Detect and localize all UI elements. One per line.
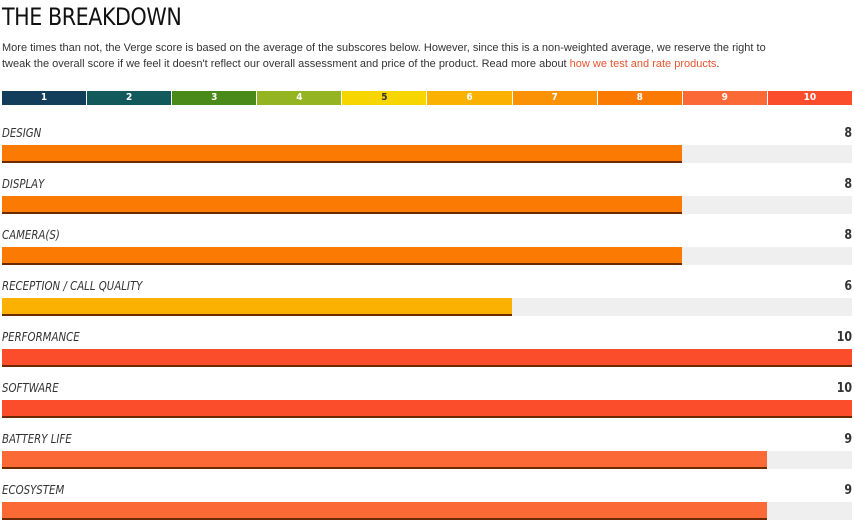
how-we-rate-link[interactable]: how we test and rate products — [569, 58, 717, 70]
subscore-bar-track — [2, 349, 852, 367]
subscore-bar-fill — [2, 247, 682, 265]
subscore-value: 9 — [844, 483, 852, 498]
subscore-value: 8 — [844, 126, 852, 141]
scale-cell-9: 9 — [682, 91, 768, 105]
subscore-row: BATTERY LIFE 9 — [2, 430, 852, 481]
scale-cell-10: 10 — [767, 91, 852, 105]
subscore-row: ECOSYSTEM 9 — [2, 481, 852, 532]
description-trailing: . — [716, 58, 720, 70]
subscore-bar-track — [2, 247, 852, 265]
subscore-row: DISPLAY 8 — [2, 175, 852, 226]
subscore-label: DESIGN — [2, 126, 42, 140]
subscore-bar-track — [2, 400, 852, 418]
subscore-bar-fill — [2, 298, 512, 316]
subscore-bar-fill — [2, 196, 682, 214]
description-text: More times than not, the Verge score is … — [2, 42, 766, 70]
subscore-bar-fill — [2, 400, 852, 418]
score-scale-legend: 1 2 3 4 5 6 7 8 9 10 — [2, 91, 852, 105]
subscore-bar-fill — [2, 451, 767, 469]
subscore-bar-fill — [2, 349, 852, 367]
subscore-bar-track — [2, 196, 852, 214]
subscore-value: 8 — [844, 177, 852, 192]
scale-cell-1: 1 — [2, 91, 88, 105]
subscore-list: DESIGN 8 DISPLAY 8 CAMERA(S) 8 RECEPTION / CAL… — [2, 124, 852, 532]
section-title: THE BREAKDOWN — [2, 3, 182, 31]
scale-cell-4: 4 — [257, 91, 343, 105]
scale-cell-3: 3 — [172, 91, 258, 105]
subscore-row: SOFTWARE 10 — [2, 379, 852, 430]
scale-cell-2: 2 — [87, 91, 173, 105]
subscore-bar-fill — [2, 502, 767, 520]
subscore-label: ECOSYSTEM — [2, 483, 65, 497]
scale-cell-8: 8 — [597, 91, 683, 105]
subscore-value: 8 — [844, 228, 852, 243]
section-description: More times than not, the Verge score is … — [2, 40, 782, 72]
scale-cell-7: 7 — [512, 91, 598, 105]
subscore-bar-track — [2, 145, 852, 163]
subscore-label: BATTERY LIFE — [2, 432, 72, 446]
subscore-row: PERFORMANCE 10 — [2, 328, 852, 379]
subscore-label: PERFORMANCE — [2, 330, 80, 344]
scale-cell-5: 5 — [342, 91, 428, 105]
subscore-label: RECEPTION / CALL QUALITY — [2, 279, 143, 293]
subscore-bar-fill — [2, 145, 682, 163]
subscore-row: RECEPTION / CALL QUALITY 6 — [2, 277, 852, 328]
subscore-value: 6 — [844, 279, 852, 294]
subscore-bar-track — [2, 502, 852, 520]
subscore-bar-track — [2, 298, 852, 316]
subscore-label: DISPLAY — [2, 177, 45, 191]
subscore-value: 9 — [844, 432, 852, 447]
subscore-row: CAMERA(S) 8 — [2, 226, 852, 277]
subscore-value: 10 — [836, 381, 852, 396]
scale-cell-6: 6 — [427, 91, 513, 105]
subscore-value: 10 — [836, 330, 852, 345]
subscore-label: CAMERA(S) — [2, 228, 60, 242]
subscore-row: DESIGN 8 — [2, 124, 852, 175]
subscore-label: SOFTWARE — [2, 381, 59, 395]
subscore-bar-track — [2, 451, 852, 469]
